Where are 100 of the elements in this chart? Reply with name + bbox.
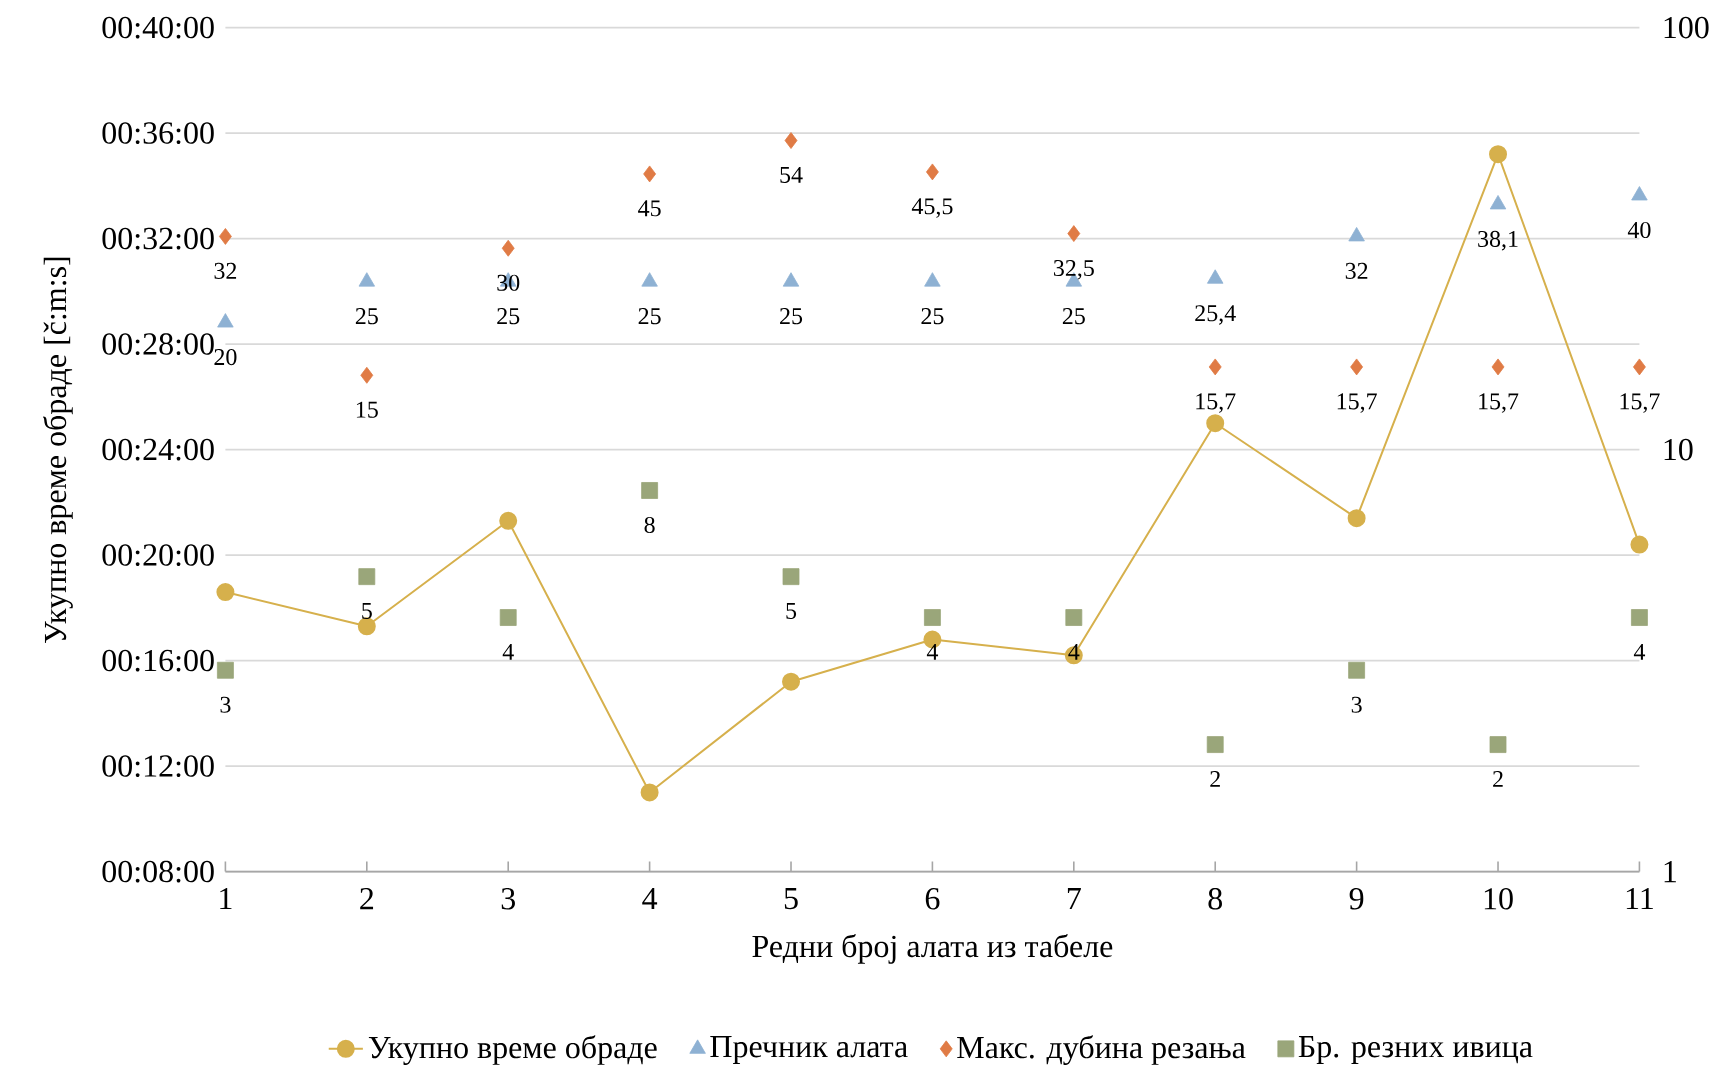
x-tick-label: 7 [1067,888,1081,909]
x-tick-label: 9 [1349,888,1364,910]
data-label: 15,7 [1337,393,1377,413]
point [643,165,657,183]
point [1489,736,1507,753]
point [501,239,515,257]
y-tick-label: 00:32:00 [102,227,214,250]
point [782,672,801,691]
point [782,272,800,287]
data-label: 8 [644,516,655,534]
point [499,609,517,626]
y-tick-label: 00:40:00 [102,16,214,39]
legend-label: Укупно време обраде [368,1035,657,1065]
y-tick-label: 00:20:00 [102,544,214,566]
x-tick-label: 1 [220,888,232,910]
point [1631,609,1648,626]
point [1206,414,1225,433]
data-label: 3 [1351,696,1362,713]
point [499,511,518,530]
data-label: 4 [1068,643,1080,660]
point [216,583,235,602]
data-label: 4 [1633,643,1646,660]
point [1489,145,1508,164]
data-label: 15 [356,401,378,418]
data-label: 40 [1627,221,1651,239]
y-axis-title: Укупно време обраде [č:m:s] [43,257,73,643]
point [360,366,374,384]
point [217,313,234,328]
point [924,609,941,626]
point [1489,195,1507,210]
data-label: 2 [1210,770,1220,787]
y2-tick-label: 1 [1664,861,1676,883]
point [358,272,375,287]
x-tick-label: 11 [1626,888,1653,910]
data-label: 25 [638,308,661,325]
data-label: 25 [497,308,520,325]
point [1631,186,1648,201]
data-label: 5 [786,603,797,619]
point [1065,609,1083,626]
point [640,783,659,802]
data-label: 30 [497,274,520,291]
legend-label: Макс. дубина резања [957,1035,1246,1065]
x-tick-label: 6 [925,888,940,910]
y-tick-label: 00:12:00 [102,755,214,777]
x-tick-label: 2 [360,888,374,910]
data-label: 25 [1062,308,1085,325]
y-tick-label: 00:16:00 [102,649,214,672]
point [784,132,798,149]
point [1491,358,1505,376]
y-tick-label: 00:36:00 [102,122,214,144]
y-tick-label: 00:24:00 [102,438,214,461]
legend-label: Пречник алата [710,1036,908,1064]
data-label: 54 [780,166,803,183]
x-tick-label: 10 [1484,888,1513,910]
x-tick-label: 4 [642,888,658,910]
point [357,617,376,636]
data-label: 2 [1493,770,1503,787]
data-label: 3 [220,696,231,713]
point [926,163,939,181]
data-label: 15,7 [1620,393,1660,413]
x-tick-label: 3 [501,888,515,910]
data-label: 32 [214,262,237,279]
data-label: 15,7 [1479,393,1519,413]
y2-tick-label: 10 [1664,438,1693,461]
point [641,482,659,499]
data-label: 45,5 [911,198,953,218]
data-label: 25,4 [1195,305,1236,325]
x-tick-label: 8 [1208,888,1222,910]
point [1633,358,1646,376]
point [1067,225,1081,242]
data-label: 38,1 [1478,230,1518,251]
data-label: 25 [355,308,378,325]
y-tick-label: 00:28:00 [102,333,214,355]
data-label: 20 [214,348,237,366]
point [1630,535,1649,554]
point [219,228,232,245]
point [1347,509,1366,528]
data-label: 4 [502,643,514,660]
point [924,272,941,287]
y-tick-label: 00:08:00 [102,860,214,883]
data-label: 4 [926,643,939,660]
x-tick-label: 5 [784,888,798,910]
data-label: 45 [638,200,661,217]
x-axis-title: Редни број алата из табеле [752,934,1113,964]
point [217,661,234,679]
point [782,568,800,586]
data-label: 5 [362,603,372,619]
point [358,568,376,586]
point [1208,358,1222,376]
data-label: 32 [1345,262,1368,279]
point [1348,227,1365,242]
point [641,272,658,287]
point [1348,661,1366,679]
point [1206,736,1224,753]
data-label: 32,5 [1053,259,1094,280]
point [1207,269,1224,284]
legend-label: Бр. резних ивица [1298,1036,1533,1064]
data-label: 15,7 [1196,393,1236,413]
data-label: 25 [780,308,803,325]
point [1350,358,1364,376]
